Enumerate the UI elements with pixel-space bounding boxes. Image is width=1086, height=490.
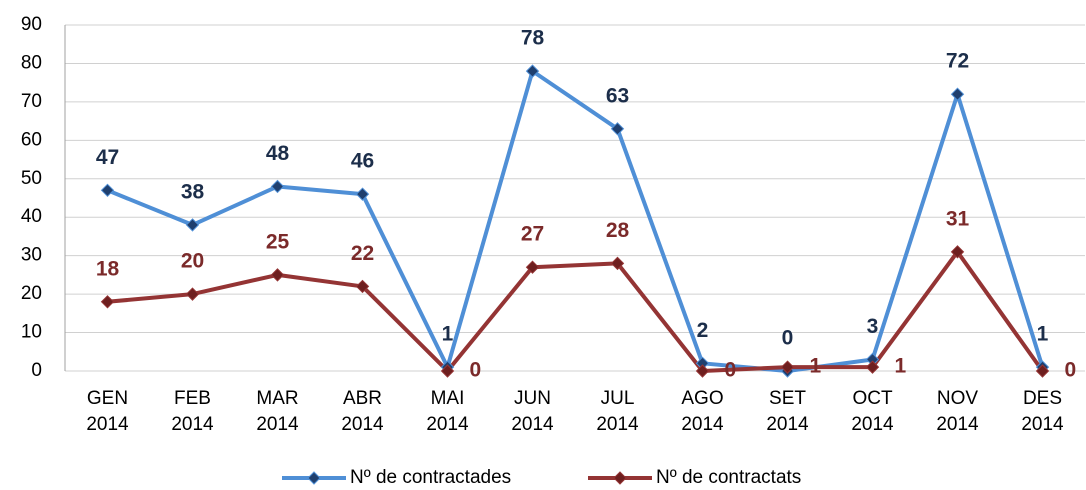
- y-tick-label: 0: [31, 360, 42, 381]
- legend-marker: [613, 471, 627, 485]
- x-tick-label: MAR 2014: [256, 388, 299, 435]
- marker: [355, 187, 370, 201]
- legend-label: Nº de contractades: [350, 467, 511, 488]
- marker: [525, 64, 540, 78]
- series-line: [107, 249, 1045, 373]
- data-label: 25: [266, 230, 290, 253]
- data-label: 47: [96, 146, 119, 169]
- data-label: 3: [867, 315, 879, 338]
- data-label: 78: [521, 27, 545, 50]
- marker: [100, 295, 115, 309]
- y-tick-label: 50: [21, 168, 42, 189]
- marker: [185, 287, 200, 301]
- data-label: 38: [181, 180, 205, 203]
- marker: [865, 360, 880, 374]
- x-tick-label: MAI 2014: [426, 388, 469, 435]
- data-label: 0: [725, 359, 737, 382]
- marker: [525, 260, 540, 274]
- x-tick-label: GEN 2014: [86, 388, 129, 435]
- y-tick-label: 20: [21, 283, 42, 304]
- data-label: 48: [266, 142, 290, 165]
- x-tick-label: SET 2014: [766, 388, 809, 435]
- data-label: 0: [782, 327, 794, 350]
- data-label: 1: [442, 323, 454, 346]
- marker: [950, 87, 965, 101]
- marker: [355, 279, 370, 294]
- x-tick-label: NOV 2014: [936, 388, 979, 435]
- y-tick-label: 70: [21, 91, 42, 112]
- data-label: 1: [810, 355, 822, 378]
- y-tick-label: 60: [21, 129, 42, 150]
- marker: [695, 364, 710, 378]
- data-label: 72: [946, 50, 969, 73]
- data-label: 22: [351, 242, 374, 265]
- marker: [270, 268, 285, 282]
- y-tick-label: 10: [21, 322, 42, 343]
- data-label: 63: [606, 84, 629, 107]
- data-label: 20: [181, 250, 204, 273]
- data-label: 1: [1037, 323, 1049, 346]
- y-tick-label: 80: [21, 52, 42, 73]
- x-tick-label: JUL 2014: [596, 388, 639, 435]
- marker: [780, 360, 795, 374]
- data-label: 18: [96, 257, 120, 280]
- x-tick-label: AGO 2014: [681, 388, 724, 435]
- x-tick-label: FEB 2014: [171, 388, 214, 435]
- legend-label: Nº de contractats: [656, 467, 801, 488]
- series-line: [106, 69, 1045, 373]
- x-tick-label: OCT 2014: [851, 388, 894, 435]
- data-label: 0: [1065, 359, 1077, 382]
- marker: [610, 256, 625, 271]
- marker: [610, 122, 625, 136]
- y-tick-label: 90: [21, 14, 42, 35]
- y-tick-label: 30: [21, 245, 42, 266]
- x-tick-label: JUN 2014: [511, 388, 554, 435]
- marker: [1035, 364, 1050, 378]
- x-tick-label: DES 2014: [1021, 388, 1064, 435]
- y-tick-label: 40: [21, 206, 42, 227]
- data-label: 1: [895, 355, 907, 378]
- data-label: 2: [697, 319, 709, 342]
- data-label: 27: [521, 223, 544, 246]
- marker: [185, 218, 200, 232]
- marker: [270, 179, 285, 194]
- data-label: 31: [946, 207, 970, 230]
- x-tick-label: ABR 2014: [341, 388, 384, 435]
- marker: [440, 364, 455, 378]
- marker: [950, 245, 965, 259]
- data-label: 46: [351, 150, 374, 173]
- data-label: 28: [606, 219, 630, 242]
- data-label: 0: [470, 359, 482, 382]
- legend-marker: [307, 471, 321, 485]
- marker: [100, 183, 115, 198]
